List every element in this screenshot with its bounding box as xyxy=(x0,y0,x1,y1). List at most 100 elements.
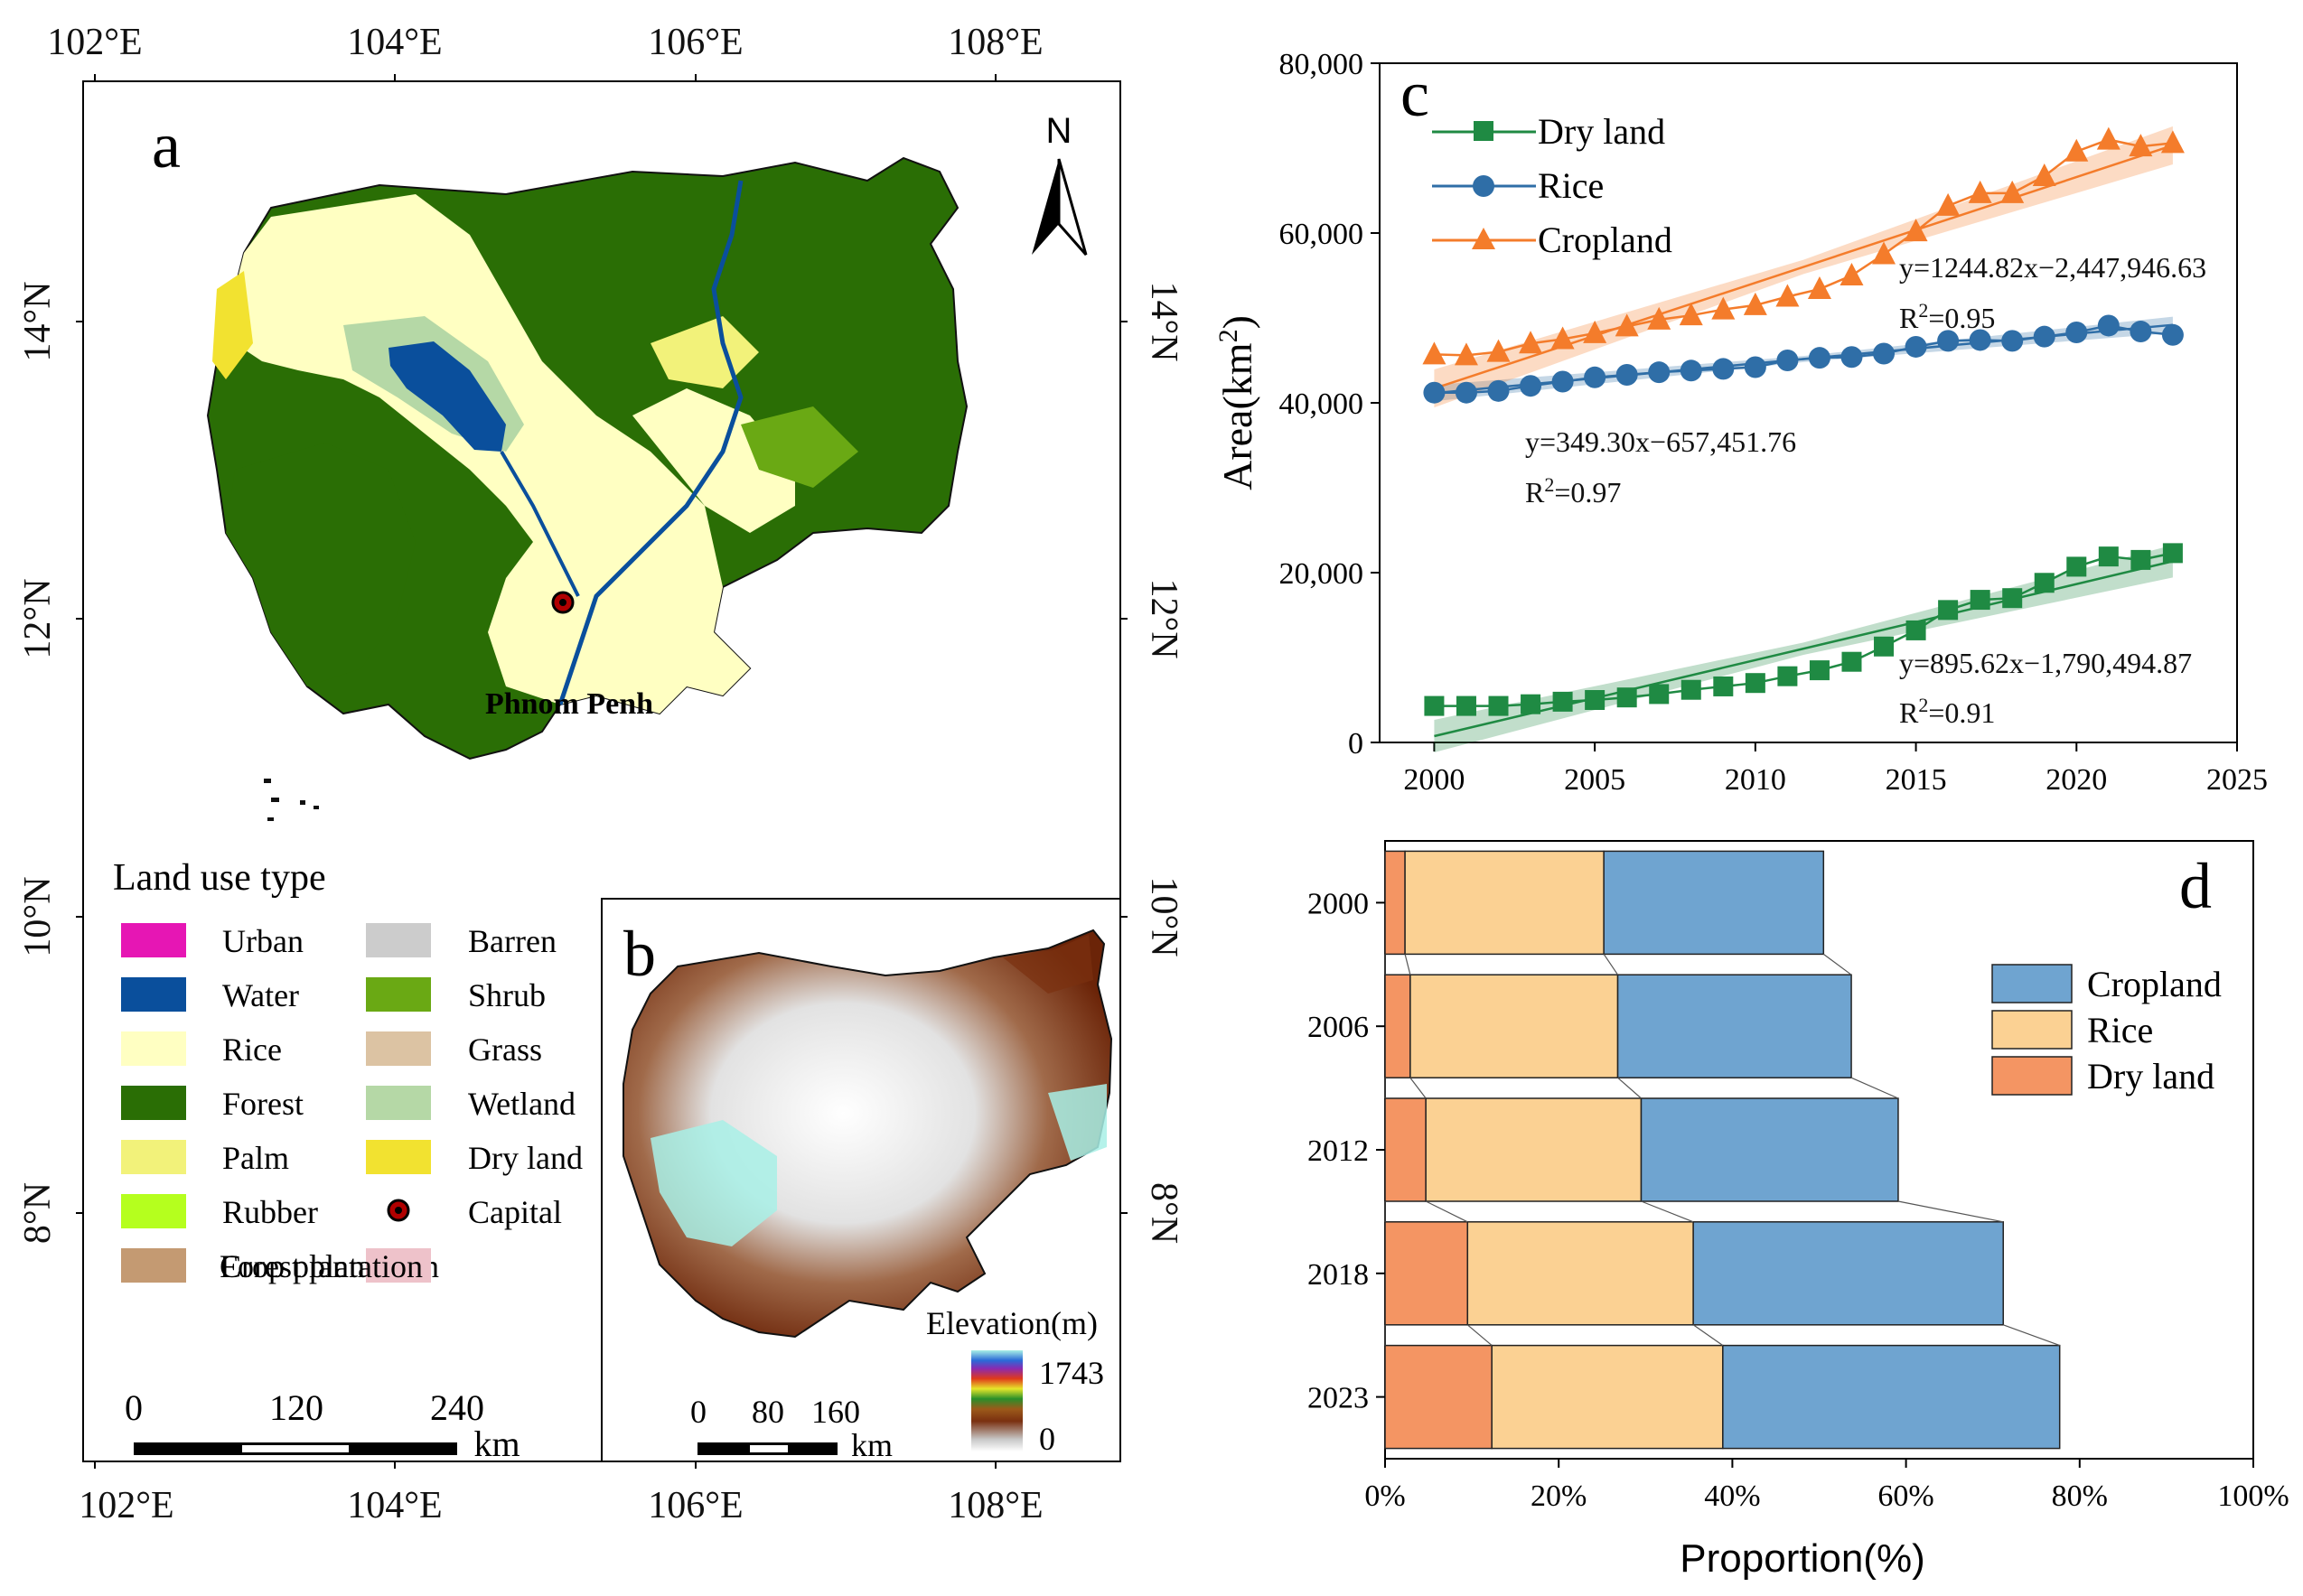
panel-label-a: a xyxy=(152,109,181,182)
y-axis-title: Area(km2) xyxy=(1213,315,1261,490)
legend-c: Dry land Rice Cropland xyxy=(1432,111,1672,260)
data-point xyxy=(1873,342,1896,365)
legend-label: Rice xyxy=(222,1031,282,1068)
scale-tick: 160 xyxy=(811,1394,860,1430)
map-panel-a: 102°E 104°E 106°E 108°E 102°E 104°E 106°… xyxy=(17,22,1184,1526)
legend-swatch xyxy=(121,923,186,957)
forest-southwest xyxy=(226,443,416,686)
data-point xyxy=(1486,339,1511,362)
legend-item: Capital xyxy=(387,1194,562,1230)
legend-swatch xyxy=(366,1140,431,1174)
legend-label: Crop plantation xyxy=(220,1248,423,1284)
x-tick-label: 2005 xyxy=(1564,763,1625,797)
tonle-sap-river xyxy=(500,450,580,597)
y-tick-label: 0 xyxy=(1348,727,1363,761)
data-point xyxy=(1583,320,1607,343)
x-tick-label: 2020 xyxy=(2046,763,2107,797)
data-point xyxy=(1938,600,1959,621)
data-point xyxy=(2162,543,2183,564)
legend-label: Forest xyxy=(222,1086,304,1122)
y-axis-title-close: ) xyxy=(1214,315,1260,329)
data-point xyxy=(1874,636,1895,657)
bar-segment xyxy=(1722,1344,2061,1450)
data-point xyxy=(2130,321,2152,343)
cambodia-landuse-map: Phnom Penh xyxy=(206,156,969,821)
r2-rice: R2=0.97 xyxy=(1525,473,1621,509)
lon-label-top: 108°E xyxy=(948,22,1043,63)
bar-segment xyxy=(1640,1097,1899,1202)
legend-item: Barren xyxy=(366,923,557,959)
tonle-sap-lake xyxy=(389,341,506,452)
legend-label: Cropland xyxy=(2087,964,2222,1004)
line-chart-panel-c: c 2000 2005 2010 2015 2020 2025 0 20,000 40,000 6… xyxy=(1213,48,2269,797)
legend-item: Palm xyxy=(121,1140,289,1176)
x-tick-label: 60% xyxy=(1877,1479,1933,1513)
data-point xyxy=(1872,241,1896,265)
legend-swatch xyxy=(121,977,186,1012)
data-point xyxy=(2002,588,2023,609)
scale-tick: 240 xyxy=(430,1387,484,1428)
lat-label-right: 8°N xyxy=(1143,1182,1184,1244)
lat-label-left: 10°N xyxy=(17,876,59,957)
legend-item: Water xyxy=(121,977,299,1013)
elevation-inset-b: b Elevation(m) 1743 0 0 80 160 km xyxy=(601,898,1121,1463)
bars-d xyxy=(1384,850,2061,1450)
x-tick-label: 40% xyxy=(1704,1479,1760,1513)
legend-label: Rubber xyxy=(222,1194,318,1230)
legend-swatch xyxy=(366,1086,431,1120)
elevation-title: Elevation(m) xyxy=(926,1305,1098,1341)
data-point xyxy=(1905,620,1926,640)
legend-item: Dry land xyxy=(366,1140,583,1176)
data-point xyxy=(1745,673,1765,694)
data-point xyxy=(2097,314,2120,337)
bar-segment xyxy=(1603,850,1825,956)
legend-label: Palm xyxy=(222,1140,289,1176)
connector-line xyxy=(1617,1077,1642,1099)
data-point xyxy=(1776,350,1799,371)
bar-segment xyxy=(1384,974,1411,1078)
elevation-min: 0 xyxy=(1039,1421,1055,1457)
legend-swatch xyxy=(121,1031,186,1066)
bar-segment xyxy=(1491,1344,1724,1450)
legend-item-dryland: Dry land xyxy=(1432,111,1665,152)
legend-label: Dry land xyxy=(1538,111,1665,152)
data-point xyxy=(1936,192,1961,216)
legend-label: Cropland xyxy=(1538,219,1672,260)
data-point xyxy=(1679,303,1703,326)
legend-title: Land use type xyxy=(113,857,326,899)
data-point xyxy=(1487,379,1510,402)
legend-swatch xyxy=(121,1086,186,1120)
legend-swatch xyxy=(366,1031,431,1066)
y-tick-label: 2023 xyxy=(1307,1382,1369,1415)
lat-label-left: 12°N xyxy=(17,578,59,658)
lat-label-right: 14°N xyxy=(1143,281,1184,361)
legend-swatch xyxy=(121,1194,186,1228)
legend-item-rice: Rice xyxy=(1432,165,1604,206)
map-a-top-ticks xyxy=(76,74,1128,1469)
data-point xyxy=(1552,691,1573,712)
legend-swatch xyxy=(366,977,431,1012)
panel-label-c: c xyxy=(1400,58,1429,130)
data-point xyxy=(1615,363,1638,386)
data-point xyxy=(1648,361,1671,384)
legend-label: Capital xyxy=(468,1194,562,1230)
data-point xyxy=(1551,370,1574,393)
legend-label: Rice xyxy=(2087,1010,2153,1050)
x-tick-label: 20% xyxy=(1531,1479,1587,1513)
legend-d: Cropland Rice Dry land xyxy=(1991,964,2222,1097)
x-tick-label: 100% xyxy=(2217,1479,2289,1513)
data-point xyxy=(1680,679,1701,700)
lon-label-bottom: 106°E xyxy=(648,1485,743,1526)
connector-line xyxy=(1404,954,1411,975)
y-tick-label: 40,000 xyxy=(1279,387,1364,421)
bar-chart-panel-d: d 2000 2006 2012 2018 2023 0% 20% 40% 60% 80% 100%… xyxy=(1307,840,2289,1581)
data-point xyxy=(1711,296,1736,320)
data-point xyxy=(1840,263,1864,285)
scale-tick: 120 xyxy=(269,1387,323,1428)
data-point xyxy=(1904,219,1928,242)
y-tick-label: 2000 xyxy=(1307,887,1369,920)
y-axis-title-sup: 2 xyxy=(1213,329,1243,342)
connector-line xyxy=(1641,1200,1694,1223)
legend-item: Urban xyxy=(121,923,304,959)
